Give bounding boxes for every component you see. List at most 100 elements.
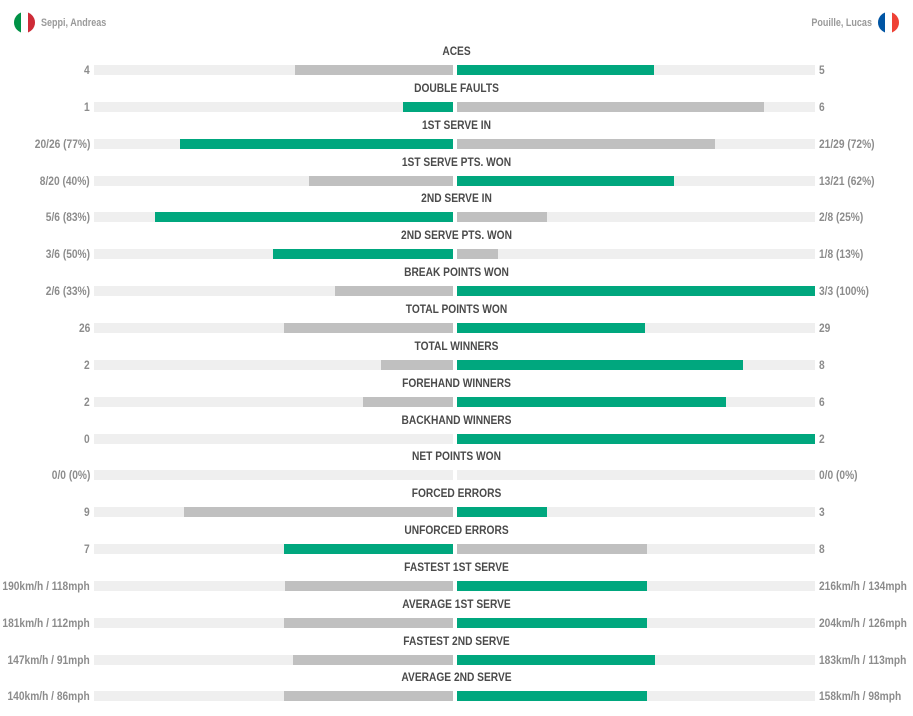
- stat-row: 1ST SERVE IN 20/26 (77%) 21/29 (72%): [0, 118, 913, 155]
- bar-right: [457, 396, 726, 407]
- flag-stripe: [878, 12, 885, 33]
- bar-left: [284, 322, 453, 333]
- stat-row: ACES 4 5: [0, 44, 913, 81]
- stat-value-left: 2: [84, 394, 90, 409]
- stat-row: AVERAGE 1ST SERVE 181km/h / 112mph 204km/h…: [0, 597, 913, 634]
- bar-right: [457, 507, 547, 518]
- bar-right: [457, 359, 743, 370]
- bar-track-right: [457, 433, 815, 444]
- stat-value-right: 8: [819, 357, 825, 372]
- stat-label: 1ST SERVE PTS. WON: [401, 154, 512, 169]
- stat-label: 1ST SERVE IN: [422, 117, 491, 132]
- stat-row: BACKHAND WINNERS 0 2: [0, 413, 913, 450]
- bar-track-left: [94, 138, 453, 149]
- bar-right: [457, 544, 647, 555]
- bar-track-right: [457, 249, 815, 260]
- bar-left: [284, 691, 453, 702]
- player-right-name: Pouille, Lucas: [811, 16, 872, 29]
- bar-track-left: [94, 101, 453, 112]
- stat-label: UNFORCED ERRORS: [404, 523, 509, 538]
- stat-row: NET POINTS WON 0/0 (0%) 0/0 (0%): [0, 449, 913, 486]
- stat-label: ACES: [442, 44, 471, 58]
- bar-left: [309, 175, 453, 186]
- bar-track-left: [94, 544, 453, 555]
- flag-stripe: [892, 12, 899, 33]
- player-left-name: Seppi, Andreas: [41, 16, 107, 29]
- bar-track-right: [457, 396, 815, 407]
- stat-label: AVERAGE 2ND SERVE: [401, 670, 512, 685]
- bar-track-left: [94, 470, 453, 481]
- bar-left: [381, 359, 453, 370]
- bar-left: [180, 138, 453, 149]
- bar-right: [457, 212, 547, 223]
- bar-right: [457, 286, 815, 297]
- bar-left: [184, 507, 453, 518]
- bar-track-left: [94, 65, 453, 75]
- bar-track-right: [457, 507, 815, 518]
- stat-value-right: 2/8 (25%): [819, 210, 864, 225]
- bar-left: [155, 212, 453, 223]
- bar-track-left: [94, 212, 453, 223]
- stat-row: 1ST SERVE PTS. WON 8/20 (40%) 13/21 (62%): [0, 155, 913, 192]
- bar-right: [457, 691, 647, 702]
- bar-track-left: [94, 654, 453, 665]
- stat-label: BACKHAND WINNERS: [401, 412, 512, 427]
- stat-value-left: 1: [84, 99, 90, 114]
- bar-right: [457, 617, 647, 628]
- bar-left: [285, 580, 453, 591]
- stat-label: DOUBLE FAULTS: [414, 80, 499, 95]
- france-flag-icon: [878, 12, 899, 33]
- bar-track-left: [94, 691, 453, 702]
- bar-left: [295, 65, 453, 75]
- player-left: Seppi, Andreas: [14, 12, 121, 33]
- bar-right: [457, 433, 815, 444]
- stat-label: NET POINTS WON: [412, 449, 501, 464]
- bar-track-left: [94, 286, 453, 297]
- flag-stripe: [14, 12, 21, 33]
- bar-track-left: [94, 433, 453, 444]
- stat-row: BREAK POINTS WON 2/6 (33%) 3/3 (100%): [0, 265, 913, 302]
- stat-value-left: 26: [78, 320, 90, 335]
- stat-value-left: 0/0 (0%): [51, 468, 90, 483]
- stat-row: UNFORCED ERRORS 7 8: [0, 523, 913, 560]
- italy-flag-icon: [14, 12, 35, 33]
- stat-row: FORCED ERRORS 9 3: [0, 486, 913, 523]
- stat-value-right: 216km/h / 134mph: [819, 578, 907, 593]
- bar-track-left: [94, 359, 453, 370]
- stat-value-left: 2/6 (33%): [45, 284, 90, 299]
- stat-value-left: 3/6 (50%): [45, 247, 90, 262]
- bar-left: [293, 654, 453, 665]
- stat-row: FASTEST 2ND SERVE 147km/h / 91mph 183km/h …: [0, 634, 913, 671]
- stat-value-right: 6: [819, 99, 825, 114]
- stat-label: 2ND SERVE PTS. WON: [401, 228, 512, 243]
- stat-value-left: 140km/h / 86mph: [7, 689, 90, 704]
- bar-track-right: [457, 212, 815, 223]
- stat-value-left: 20/26 (77%): [34, 136, 90, 151]
- stat-value-right: 29: [819, 320, 831, 335]
- stat-value-left: 190km/h / 118mph: [2, 578, 90, 593]
- bar-track-left: [94, 580, 453, 591]
- stat-value-left: 4: [84, 63, 90, 77]
- bar-left: [363, 396, 453, 407]
- stat-value-right: 158km/h / 98mph: [819, 689, 902, 704]
- stat-row: FASTEST 1ST SERVE 190km/h / 118mph 216km/h…: [0, 560, 913, 597]
- bar-track-right: [457, 654, 815, 665]
- stat-value-right: 8: [819, 542, 825, 557]
- stat-row: TOTAL POINTS WON 26 29: [0, 302, 913, 339]
- bar-track-right: [457, 691, 815, 702]
- bar-right: [457, 249, 498, 260]
- stat-row: DOUBLE FAULTS 1 6: [0, 81, 913, 118]
- stat-value-left: 5/6 (83%): [45, 210, 90, 225]
- bar-track-right: [457, 65, 815, 75]
- stat-value-left: 7: [84, 542, 90, 557]
- bar-track-left: [94, 507, 453, 518]
- stat-label: FOREHAND WINNERS: [402, 375, 511, 390]
- bar-track-right: [457, 322, 815, 333]
- bar-left: [403, 101, 453, 112]
- stat-value-right: 0/0 (0%): [819, 468, 858, 483]
- stat-value-right: 3: [819, 505, 825, 520]
- stat-value-right: 3/3 (100%): [819, 284, 869, 299]
- bar-right: [457, 322, 645, 333]
- stat-value-right: 5: [819, 63, 825, 77]
- stat-value-left: 0: [84, 431, 90, 446]
